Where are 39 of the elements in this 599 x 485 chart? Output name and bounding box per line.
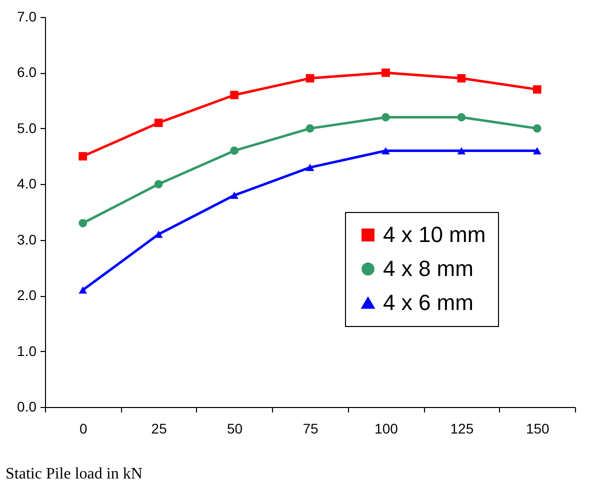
point [306,164,314,172]
x-tick-label: 50 [226,420,243,436]
legend-label: 4 x 6 mm [383,290,474,315]
point [154,118,163,128]
point [306,74,314,82]
point [382,147,390,154]
point [457,147,466,154]
y-tick-label: 2.0 [17,287,37,304]
point [532,124,542,133]
legend-label: 4 x 8 mm [383,256,474,281]
y-tick-label: 4.0 [17,176,37,192]
point [230,146,238,155]
point [154,180,163,188]
y-tick-label: 1.0 [17,342,37,359]
x-tick-label: 125 [450,420,474,436]
legend-label: 4 x 10 mm [383,222,486,247]
point [457,113,466,122]
y-tick-label: 3.0 [17,231,37,248]
y-tick-label: 5.0 [17,120,37,136]
point [382,113,390,122]
point [78,286,88,294]
x-tick-label: 0 [79,420,88,436]
point [457,74,466,82]
x-tick-label: 100 [374,420,398,436]
x-tick-label: 25 [151,420,168,436]
x-tick-label: 75 [302,420,318,436]
y-tick-label: 6.0 [17,64,37,80]
point [78,218,88,228]
y-tick-label: 0.0 [17,398,37,414]
point [230,90,238,100]
point [532,85,542,94]
point [230,192,238,199]
point [382,68,390,77]
point [306,124,314,133]
x-tick-label: 150 [526,420,550,436]
x-axis-title: Static Pile load in kN [6,466,143,482]
point [532,147,542,154]
y-tick-label: 7.0 [17,8,37,24]
point [78,152,88,160]
